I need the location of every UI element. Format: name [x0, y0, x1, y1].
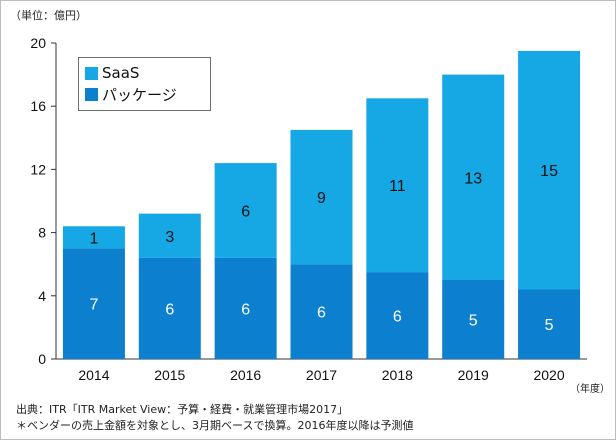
legend-label-saas: SaaS [102, 64, 140, 82]
bar-segment-package [62, 248, 125, 359]
x-tick-label: 2018 [382, 367, 413, 383]
x-tick-label: 2020 [533, 367, 564, 383]
bar-segment-saas [138, 213, 201, 258]
source-line: 出典：ITR「ITR Market View：予算・経費・就業管理市場2017」 [16, 403, 349, 416]
data-label: 5 [545, 317, 554, 334]
data-label: 3 [165, 229, 174, 246]
data-label: 6 [241, 203, 250, 220]
footnote-line: ＊ベンダーの売上金額を対象とし、3月期ベースで換算。2016年度以降は予測値 [16, 419, 414, 432]
bar-segment-saas [442, 74, 505, 280]
data-label: 5 [469, 313, 478, 330]
bar-segment-package [290, 264, 353, 359]
y-unit-label: （単位：億円） [10, 9, 87, 22]
legend-swatch-saas [85, 66, 98, 80]
bar-segment-saas [290, 129, 353, 265]
legend-item-package: パッケージ [85, 84, 177, 104]
data-label: 13 [464, 170, 482, 187]
data-label: 15 [540, 163, 558, 180]
y-tick-label: 12 [30, 161, 46, 177]
bar-segment-package [214, 257, 277, 359]
bar-segment-package [366, 272, 429, 359]
x-tick-label: 2016 [230, 367, 261, 383]
x-tick-label: 2015 [154, 367, 185, 383]
data-label: 7 [89, 297, 98, 314]
data-label: 9 [317, 190, 326, 207]
data-label: 6 [317, 305, 326, 322]
data-label: 6 [241, 301, 250, 318]
bar-segment-saas [518, 50, 581, 290]
bar-segment-package [138, 257, 201, 359]
data-label: 6 [165, 301, 174, 318]
y-tick-label: 8 [38, 225, 46, 241]
bar-segment-saas [366, 98, 429, 273]
legend-label-package: パッケージ [102, 85, 177, 104]
bar-segment-package [518, 289, 581, 359]
data-label: 6 [393, 309, 402, 326]
y-tick-label: 0 [38, 351, 46, 367]
bar-segment-package [442, 280, 505, 359]
data-label: 1 [89, 230, 98, 247]
source-note: 出典：ITR「ITR Market View：予算・経費・就業管理市場2017」… [16, 402, 413, 434]
x-tick-label: 2019 [458, 367, 489, 383]
x-unit-label: （年度） [570, 384, 610, 395]
legend-swatch-package [85, 87, 98, 101]
y-tick-label: 16 [30, 98, 46, 114]
legend: SaaS パッケージ [78, 57, 211, 111]
data-label: 11 [389, 178, 406, 195]
y-tick-label: 4 [38, 288, 46, 304]
y-tick-label: 20 [30, 35, 46, 51]
bar-segment-saas [62, 226, 125, 249]
x-tick-label: 2014 [78, 367, 109, 383]
legend-item-saas: SaaS [85, 63, 139, 83]
bar-segment-saas [214, 163, 277, 258]
x-tick-label: 2017 [306, 367, 337, 383]
